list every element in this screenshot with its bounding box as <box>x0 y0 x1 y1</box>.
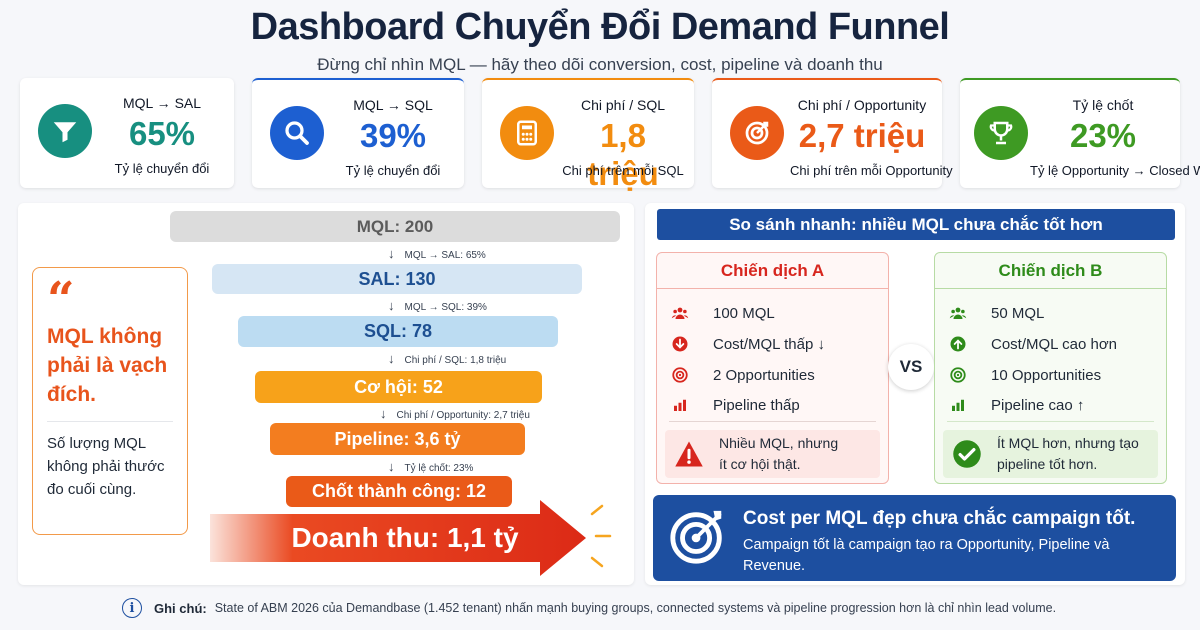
campaign-a-card: Chiến dịch A 100 MQL Cost/MQL thấp ↓ 2 O… <box>656 252 889 484</box>
kpi-desc: Tỷ lệ chuyển đổi <box>345 163 441 178</box>
kpi-label: Chi phí / SQL <box>580 97 666 113</box>
revenue-arrow <box>210 500 612 576</box>
funnel-step: ↓ Chi phí / SQL: 1,8 triệu <box>388 351 507 366</box>
list-item: 50 MQL <box>949 301 1044 325</box>
funnel-stage-sql: SQL: 78 <box>238 316 558 347</box>
target-icon <box>949 366 975 384</box>
campaign-a-note: Nhiều MQL, nhưng ít cơ hội thật. <box>665 430 880 478</box>
kpi-value: 39% <box>359 117 427 154</box>
quote-card: “ MQL không phải là vạch đích. Số lượng … <box>32 267 188 535</box>
page-title: Dashboard Chuyển Đổi Demand Funnel <box>250 6 950 48</box>
kpi-value: 2,7 triệu <box>798 117 926 154</box>
list-item: Cost/MQL thấp ↓ <box>671 332 825 356</box>
vs-badge: VS <box>888 344 934 390</box>
warning-icon <box>665 440 713 468</box>
info-icon: i <box>122 598 142 618</box>
funnel-step: ↓ MQL → SQL: 39% <box>388 298 487 313</box>
list-item: Cost/MQL cao hơn <box>949 332 1117 356</box>
kpi-desc: Tỷ lệ chuyển đổi <box>114 161 210 176</box>
funnel-stage-mql: MQL: 200 <box>170 211 620 242</box>
users-icon <box>949 304 975 322</box>
trophy-icon <box>974 106 1028 160</box>
footer-note: i Ghi chú: State of ABM 2026 của Demandb… <box>122 596 1056 620</box>
divider <box>947 421 1154 422</box>
campaign-b-title: Chiến dịch B <box>935 253 1166 289</box>
quote-headline: MQL không phải là vạch đích. <box>47 325 168 406</box>
quote-icon: “ <box>47 272 75 328</box>
footer-text: State of ABM 2026 của Demandbase (1.452 … <box>214 601 1057 615</box>
kpi-card-cost-opportunity: Chi phí / Opportunity 2,7 triệu Chi phí … <box>712 78 953 188</box>
divider <box>669 421 876 422</box>
footer-label: Ghi chú: <box>154 600 207 616</box>
funnel-step: ↓ Chi phí / Opportunity: 2,7 triệu <box>380 406 530 421</box>
list-item: 2 Opportunities <box>671 363 815 387</box>
kpi-card-cost-sql: Chi phí / SQL 1,8 triệu Chi phí trên mỗi… <box>482 78 694 192</box>
kpi-label: Tỷ lệ chốt <box>1072 97 1134 113</box>
kpi-label: Chi phí / Opportunity <box>797 97 927 113</box>
campaign-b-note: Ít MQL hơn, nhưng tạo pipeline tốt hơn. <box>943 430 1158 478</box>
kpi-desc: Chi phí trên mỗi Opportunity <box>790 163 953 178</box>
takeaway-body: Campaign tốt là campaign tạo ra Opportun… <box>743 537 1110 574</box>
calculator-icon <box>500 106 554 160</box>
funnel-stage-sal: SAL: 130 <box>212 264 582 294</box>
bar-chart-icon <box>671 396 697 414</box>
kpi-card-mql-sql: MQL → SQL 39% Tỷ lệ chuyển đổi <box>252 78 464 188</box>
kpi-label: MQL → SAL <box>122 95 202 111</box>
funnel-stage-pipeline: Pipeline: 3,6 tỷ <box>270 423 525 455</box>
divider <box>47 421 173 422</box>
page-subtitle: Đừng chỉ nhìn MQL — hãy theo dõi convers… <box>317 55 883 74</box>
search-icon <box>270 106 324 160</box>
list-item: 10 Opportunities <box>949 363 1101 387</box>
kpi-value: 65% <box>128 115 196 152</box>
funnel-step: ↓ Tỷ lệ chốt: 23% <box>388 459 474 474</box>
campaign-b-card: Chiến dịch B 50 MQL Cost/MQL cao hơn 10 … <box>934 252 1167 484</box>
kpi-value: 23% <box>1069 117 1137 154</box>
users-icon <box>671 304 697 322</box>
kpi-label: MQL → SQL <box>353 97 433 113</box>
takeaway-box: Cost per MQL đẹp chưa chắc campaign tốt.… <box>653 495 1176 581</box>
kpi-desc: Tỷ lệ Opportunity → Closed Won <box>1030 163 1200 178</box>
list-item: Pipeline cao ↑ <box>949 393 1084 417</box>
list-item: Pipeline thấp <box>671 393 800 417</box>
arrow-down-icon <box>671 335 697 353</box>
filter-icon <box>38 104 92 158</box>
quote-body: Số lượng MQL không phải thước đo cuối cù… <box>47 435 165 498</box>
check-circle-icon <box>943 439 991 469</box>
target-arrow-icon <box>670 510 722 564</box>
funnel-step: ↓ MQL → SAL: 65% <box>388 246 486 261</box>
kpi-value: 1,8 triệu <box>587 117 659 192</box>
funnel-stage-closed-won: Chốt thành công: 12 <box>286 476 512 507</box>
kpi-desc: Chi phí trên mỗi SQL <box>562 163 684 178</box>
list-item: 100 MQL <box>671 301 775 325</box>
kpi-card-mql-sal: MQL → SAL 65% Tỷ lệ chuyển đổi <box>20 78 234 188</box>
comparison-title: So sánh nhanh: nhiều MQL chưa chắc tốt h… <box>657 209 1175 240</box>
kpi-card-win-rate: Tỷ lệ chốt 23% Tỷ lệ Opportunity → Close… <box>960 78 1200 188</box>
target-icon <box>730 106 784 160</box>
campaign-a-title: Chiến dịch A <box>657 253 888 289</box>
bar-chart-icon <box>949 396 975 414</box>
takeaway-headline: Cost per MQL đẹp chưa chắc campaign tốt. <box>743 508 1136 529</box>
funnel-stage-opportunity: Cơ hội: 52 <box>255 371 542 403</box>
arrow-up-icon <box>949 335 975 353</box>
target-icon <box>671 366 697 384</box>
funnel-stage-revenue: Doanh thu: 1,1 tỷ <box>291 522 519 553</box>
spark-icon <box>590 504 612 568</box>
